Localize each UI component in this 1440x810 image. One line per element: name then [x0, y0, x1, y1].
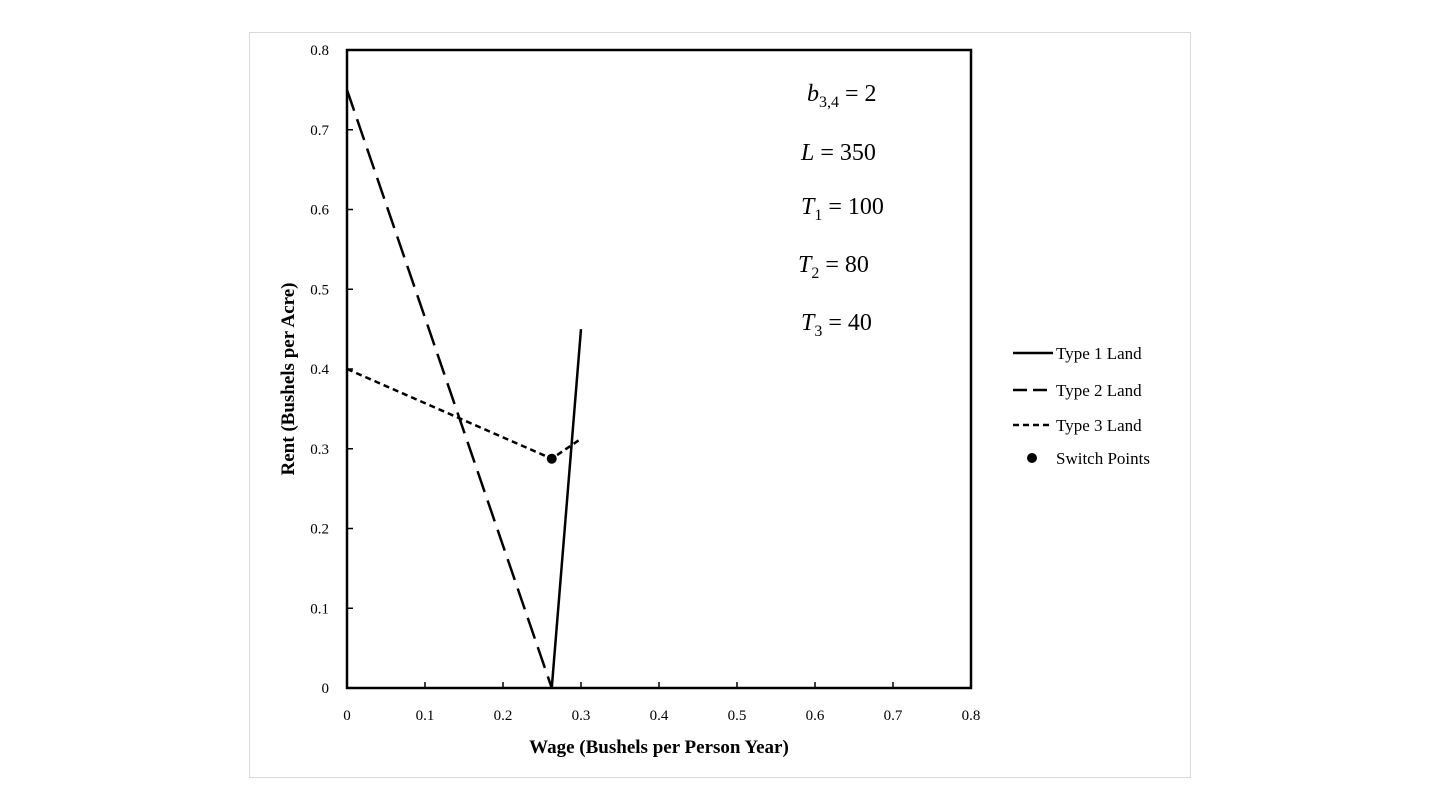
x-tick-label: 0.1	[416, 708, 435, 724]
x-tick-label: 0.3	[572, 708, 591, 724]
plot-area-frame	[345, 48, 973, 690]
x-tick-label: 0.4	[650, 708, 669, 724]
x-tick-label: 0.2	[494, 708, 513, 724]
y-tick-label: 0.1	[310, 601, 329, 617]
x-axis-label: Wage (Bushels per Person Year)	[529, 737, 789, 758]
x-tick-label: 0.5	[728, 708, 747, 724]
chart-svg: 0 0.1 0.2 0.3 0.4 0.5 0.6 0.7 0.8 0 0.1 0.2 0.3 0.4 0…	[278, 43, 1150, 758]
series-line-type-3-land	[346, 367, 582, 461]
switch-point-marker	[546, 453, 557, 464]
legend-swatch-switch-points	[1027, 453, 1037, 463]
chart-figure: 0 0.1 0.2 0.3 0.4 0.5 0.6 0.7 0.8 0 0.1 0.2 0.3 0.4 0…	[249, 32, 1191, 778]
parameter-annotation: L = 350	[800, 140, 876, 166]
x-tick-label: 0.6	[806, 708, 825, 724]
x-tick-label: 0.8	[962, 708, 981, 724]
legend-label: Switch Points	[1056, 449, 1150, 468]
legend-label: Type 2 Land	[1056, 381, 1142, 400]
y-tick-label: 0.7	[310, 123, 329, 139]
y-tick-label: 0.6	[310, 203, 329, 219]
x-tick-label: 0	[343, 708, 351, 724]
y-tick-label: 0.5	[310, 282, 329, 298]
y-tick-label: 0	[322, 681, 330, 697]
series-line-type-2-land	[345, 89, 553, 689]
legend-label: Type 1 Land	[1056, 344, 1142, 363]
x-tick-label: 0.7	[884, 708, 903, 724]
legend-label: Type 3 Land	[1056, 416, 1142, 435]
parameter-annotation: b3,4 = 2	[807, 81, 877, 111]
y-tick-label: 0.2	[310, 522, 329, 538]
series-line-type-1-land	[550, 329, 583, 689]
parameter-annotation: T2 = 80	[798, 252, 869, 282]
parameter-annotation: T3 = 40	[801, 310, 872, 340]
y-tick-label: 0.4	[310, 362, 329, 378]
parameter-annotation: T1 = 100	[801, 194, 884, 224]
y-tick-label: 0.3	[310, 442, 329, 458]
y-axis-label: Rent (Bushels per Acre)	[278, 283, 299, 476]
y-tick-label: 0.8	[310, 43, 329, 59]
